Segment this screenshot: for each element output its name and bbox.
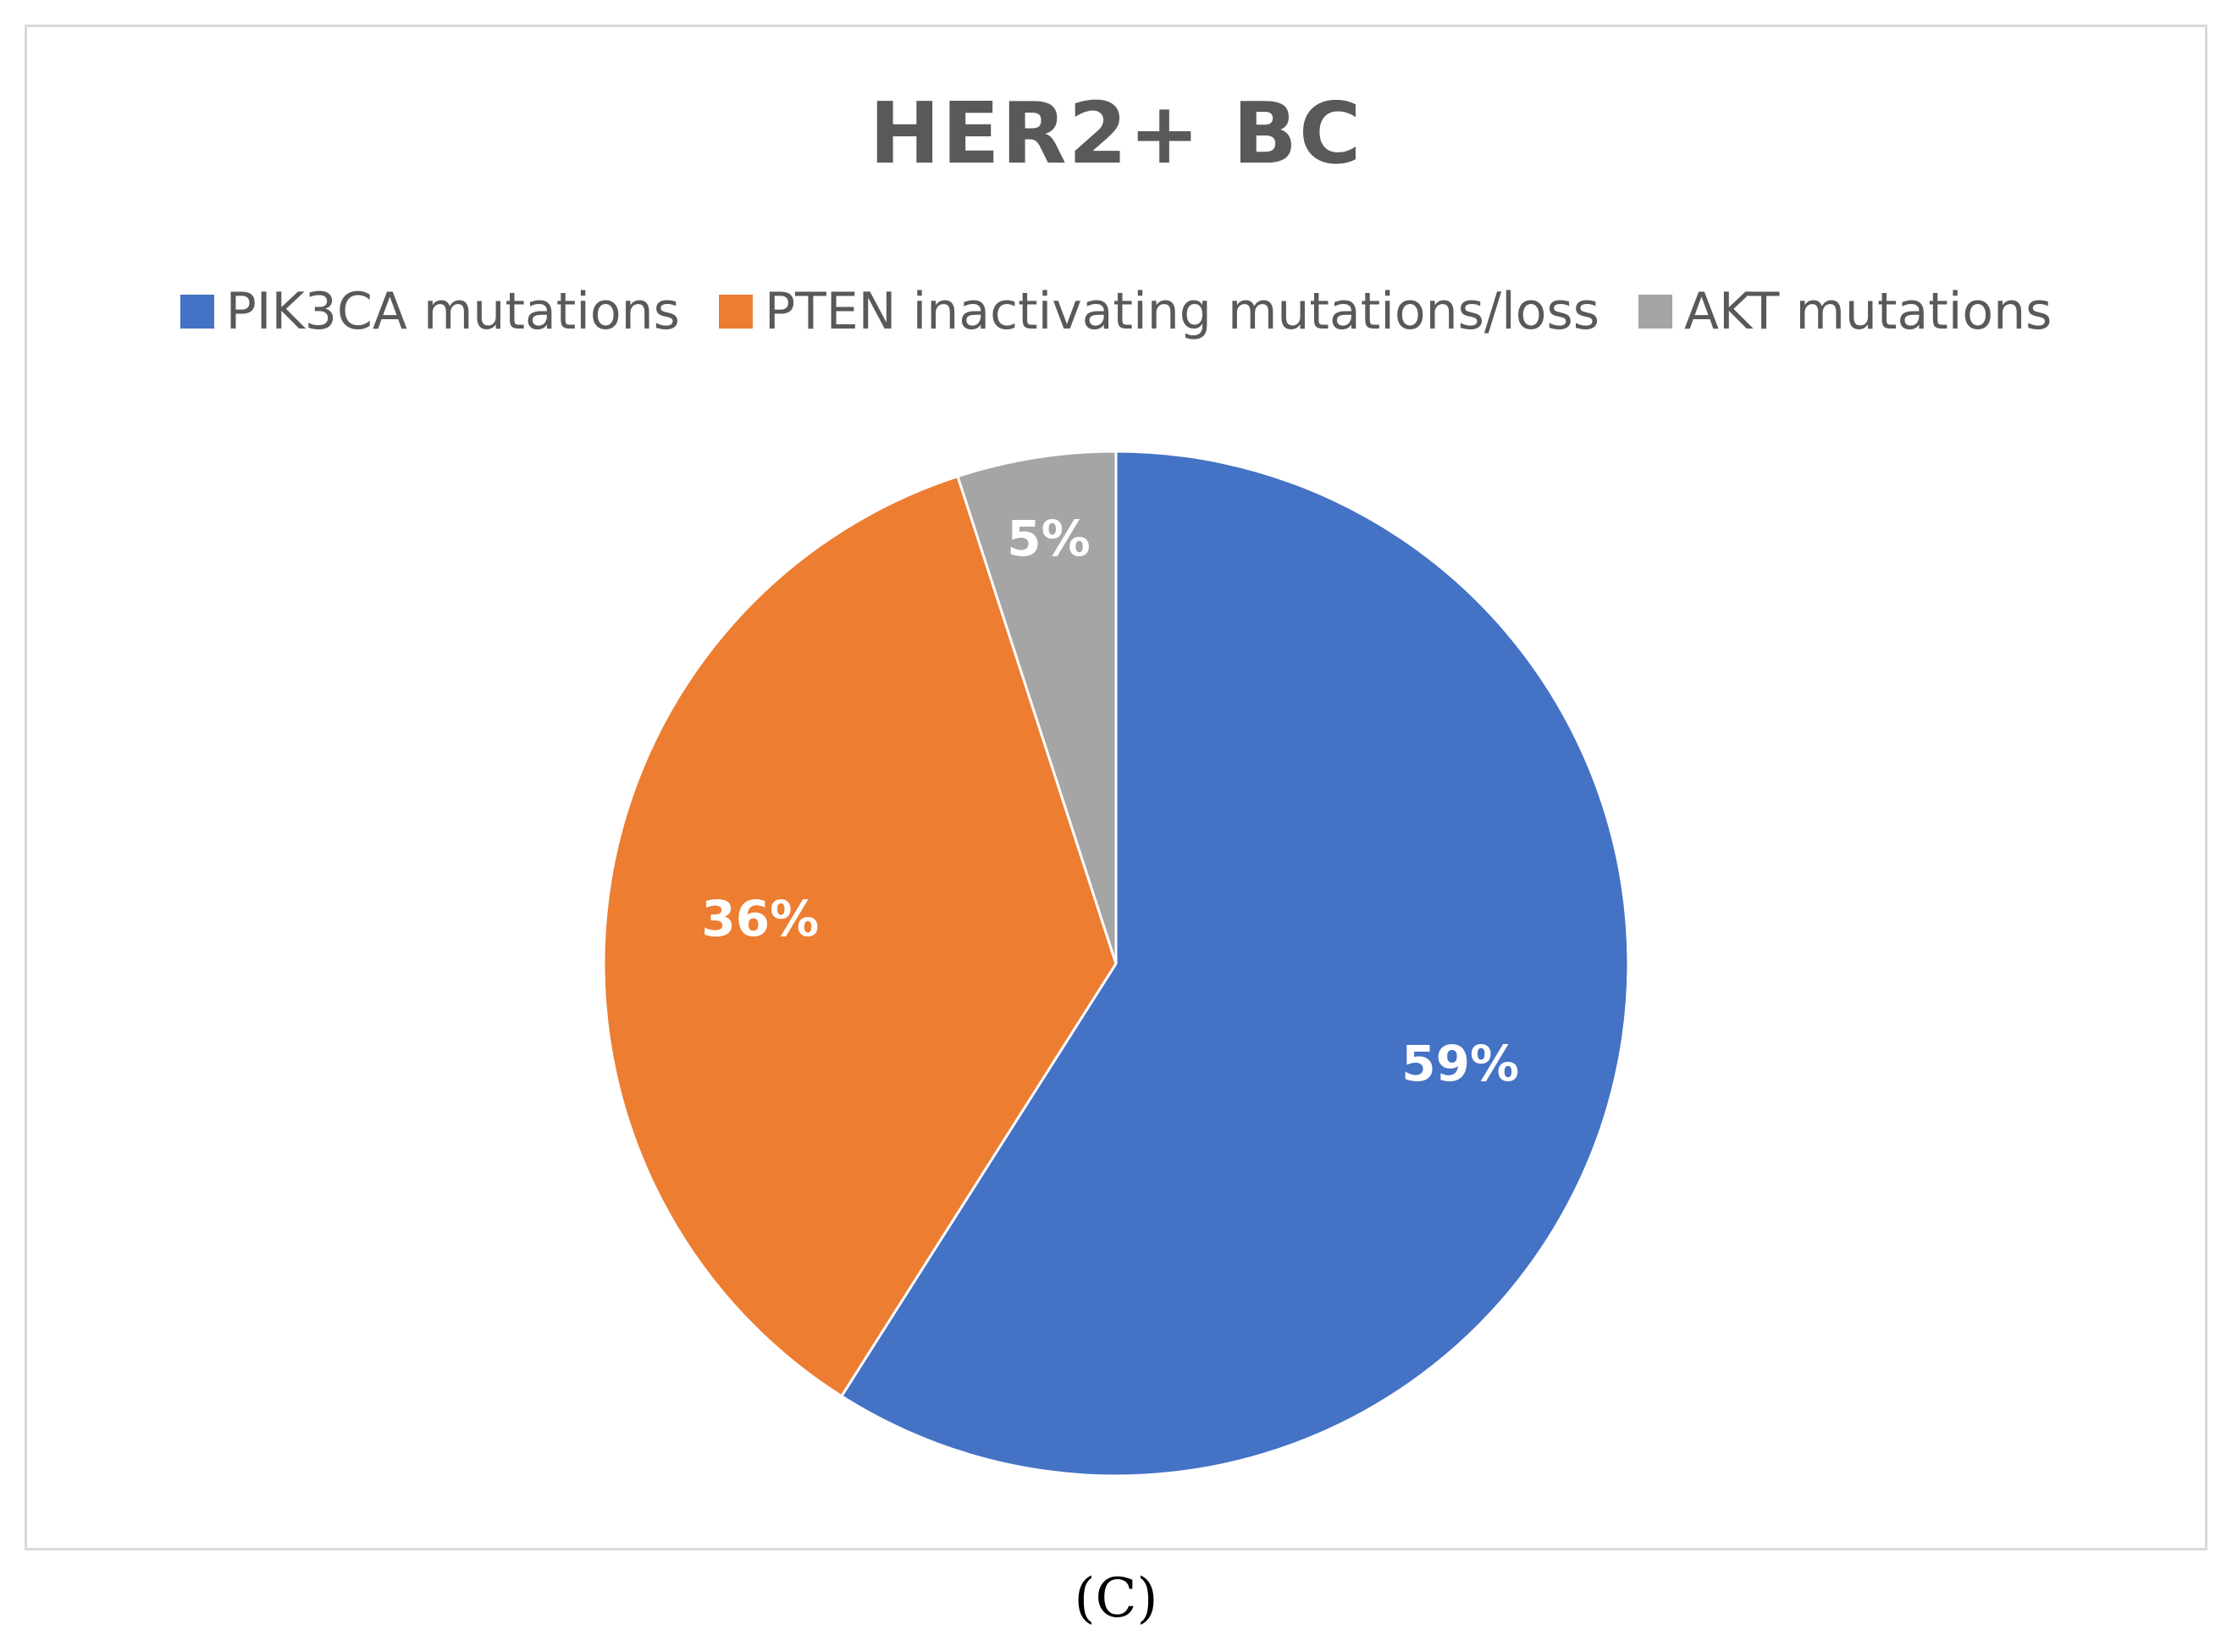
- figure-caption: (C): [1074, 1567, 1158, 1630]
- legend-label: PTEN inactivating mutations/loss: [764, 282, 1600, 341]
- legend-swatch: [718, 295, 753, 329]
- legend-item: AKT mutations: [1638, 282, 2052, 341]
- legend-label: PIK3CA mutations: [225, 282, 680, 341]
- chart-legend: PIK3CA mutations PTEN inactivating mutati…: [0, 278, 2232, 345]
- legend-swatch: [180, 295, 214, 329]
- pie-slice: [839, 450, 1630, 1478]
- chart-title: HER2+ BC: [869, 84, 1363, 183]
- data-label: 36%: [701, 890, 819, 948]
- data-label: 59%: [1401, 1035, 1519, 1092]
- legend-item: PIK3CA mutations: [180, 282, 680, 341]
- legend-label: AKT mutations: [1684, 282, 2052, 341]
- pie-slice: [956, 450, 1118, 964]
- pie-slice: [602, 474, 1118, 1398]
- data-label: 5%: [1007, 510, 1090, 567]
- legend-item: PTEN inactivating mutations/loss: [718, 282, 1600, 341]
- legend-swatch: [1638, 295, 1673, 329]
